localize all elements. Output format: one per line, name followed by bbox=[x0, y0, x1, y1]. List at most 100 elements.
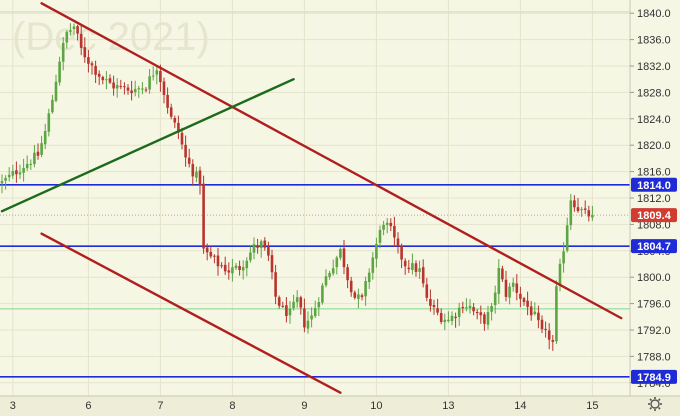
price-tick-label: 1816.0 bbox=[637, 167, 671, 179]
candlesticks bbox=[0, 23, 594, 351]
price-tick-label: 1788.0 bbox=[637, 351, 671, 363]
candle-body bbox=[490, 306, 493, 312]
candle-body bbox=[130, 90, 133, 94]
price-axis-panel bbox=[630, 0, 680, 396]
candle-body bbox=[321, 285, 324, 303]
candle-body bbox=[101, 76, 105, 81]
price-tick-label: 1824.0 bbox=[637, 114, 671, 126]
candle-body bbox=[65, 31, 69, 43]
candle-body bbox=[241, 266, 245, 271]
candle-body bbox=[421, 267, 425, 284]
candle-body bbox=[195, 171, 198, 178]
candle-body bbox=[371, 257, 375, 273]
candle-body bbox=[382, 224, 385, 230]
candle-body bbox=[166, 94, 169, 108]
candle-body bbox=[295, 297, 299, 303]
candle-body bbox=[4, 178, 7, 181]
price-tick-label: 1832.0 bbox=[637, 61, 671, 73]
candle-body bbox=[33, 152, 36, 165]
candle-body bbox=[486, 312, 490, 325]
candle-body bbox=[547, 330, 551, 340]
candle-body bbox=[61, 42, 65, 62]
candle-body bbox=[439, 312, 443, 323]
candle-body bbox=[105, 79, 108, 81]
candle-body bbox=[310, 315, 313, 320]
candle-body bbox=[461, 306, 465, 309]
level-price-label: 1814.0 bbox=[637, 180, 671, 192]
candle-body bbox=[259, 241, 263, 248]
time-tick-label: 13 bbox=[442, 400, 454, 412]
candle-body bbox=[169, 107, 173, 117]
candle-body bbox=[97, 73, 101, 77]
candle-body bbox=[565, 225, 569, 251]
time-tick-label: 15 bbox=[586, 400, 598, 412]
time-tick-label: 3 bbox=[10, 400, 16, 412]
candle-body bbox=[234, 265, 238, 269]
candle-body bbox=[339, 248, 342, 258]
candle-body bbox=[36, 151, 40, 156]
candle-body bbox=[360, 295, 364, 298]
candle-body bbox=[11, 171, 15, 176]
candle-body bbox=[425, 284, 429, 298]
candle-body bbox=[288, 308, 292, 316]
candle-body bbox=[159, 70, 162, 83]
price-tick-label: 1828.0 bbox=[637, 87, 671, 99]
time-tick-label: 14 bbox=[514, 400, 526, 412]
current-price-label: 1809.4 bbox=[637, 210, 672, 222]
candle-body bbox=[245, 260, 249, 269]
candle-body bbox=[533, 311, 537, 315]
candle-body bbox=[141, 88, 144, 90]
candle-body bbox=[396, 238, 400, 246]
candle-body bbox=[267, 246, 270, 256]
candle-body bbox=[177, 122, 180, 133]
candle-body bbox=[137, 88, 141, 90]
candle-body bbox=[537, 312, 540, 321]
price-tick-label: 1840.0 bbox=[637, 8, 671, 20]
candle-body bbox=[209, 251, 213, 257]
current-price-label-bg bbox=[631, 208, 677, 223]
candle-body bbox=[562, 251, 565, 264]
candle-body bbox=[519, 293, 522, 299]
candle-body bbox=[205, 247, 209, 253]
candle-body bbox=[522, 298, 526, 302]
candle-body bbox=[353, 292, 357, 298]
candle-body bbox=[162, 81, 166, 96]
candle-body bbox=[270, 255, 274, 273]
price-tick-label: 1808.0 bbox=[637, 219, 671, 231]
candle-body bbox=[123, 86, 126, 88]
candle-body bbox=[389, 222, 393, 227]
candle-body bbox=[418, 268, 421, 272]
candle-body bbox=[335, 257, 339, 268]
candle-body bbox=[198, 170, 202, 185]
trend-line-lower-channel bbox=[40, 232, 342, 394]
candle-body bbox=[367, 272, 371, 283]
candle-body bbox=[54, 81, 58, 101]
candle-body bbox=[148, 76, 151, 90]
candle-body bbox=[475, 312, 479, 314]
candle-body bbox=[191, 164, 195, 177]
level-price-label-bg bbox=[631, 369, 677, 384]
candle-body bbox=[274, 272, 277, 297]
candle-body bbox=[220, 265, 223, 267]
candle-body bbox=[213, 255, 216, 257]
candle-body bbox=[436, 308, 439, 313]
level-price-label: 1804.7 bbox=[637, 241, 671, 253]
candle-body bbox=[493, 292, 497, 306]
candle-body bbox=[7, 174, 11, 178]
trend-line-support bbox=[0, 77, 295, 213]
candle-body bbox=[256, 245, 259, 248]
candle-body bbox=[40, 143, 43, 155]
candle-body bbox=[501, 268, 504, 280]
level-price-label-bg bbox=[631, 177, 677, 192]
trend-lines[interactable] bbox=[0, 2, 623, 394]
candle-body bbox=[155, 70, 159, 75]
candle-body bbox=[51, 99, 54, 113]
candle-body bbox=[184, 144, 187, 158]
settings-gear-icon[interactable] bbox=[648, 397, 662, 411]
time-tick-label: 10 bbox=[370, 400, 382, 412]
candle-body bbox=[180, 132, 184, 145]
candle-body bbox=[447, 319, 450, 322]
candle-body bbox=[173, 117, 177, 123]
candle-body bbox=[591, 215, 594, 218]
